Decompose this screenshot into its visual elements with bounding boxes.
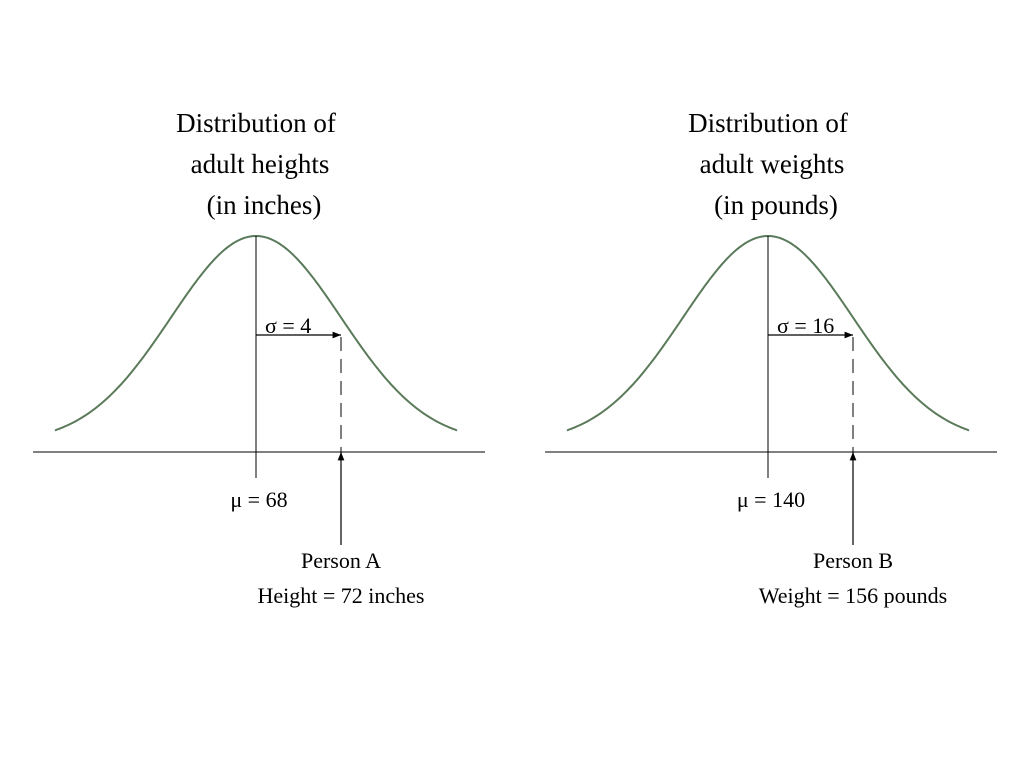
person-label: Person B: [813, 548, 893, 573]
panel-title: (in pounds): [714, 190, 838, 220]
panel-title: Distribution of: [176, 108, 336, 138]
sigma-label: σ = 4: [265, 313, 311, 338]
panel: Distribution of adult heights (in inches) σ…: [33, 108, 485, 608]
sigma-label: σ = 16: [777, 313, 834, 338]
panel-title: adult heights: [191, 149, 330, 179]
panel-title: (in inches): [207, 190, 322, 220]
panel-title: Distribution of: [688, 108, 848, 138]
panel-title: adult weights: [700, 149, 845, 179]
person-label: Weight = 156 pounds: [759, 583, 947, 608]
panel: Distribution of adult weights (in pounds) σ…: [545, 108, 997, 608]
mu-label: μ = 68: [230, 487, 287, 512]
person-label: Height = 72 inches: [258, 583, 425, 608]
mu-label: μ = 140: [737, 487, 805, 512]
person-label: Person A: [301, 548, 381, 573]
